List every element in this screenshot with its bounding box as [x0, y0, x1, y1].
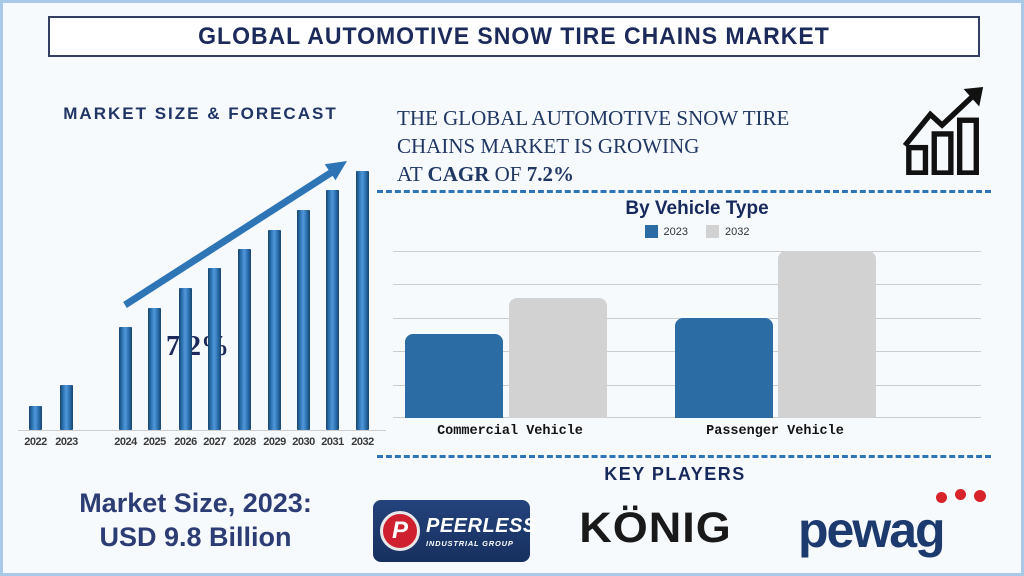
- legend-swatch-icon: [706, 225, 719, 238]
- market-size-line1: Market Size, 2023:: [79, 488, 312, 518]
- growth-chart-icon: [902, 87, 984, 175]
- legend-swatch-icon: [644, 225, 658, 238]
- forecast-year-label: 2030: [292, 436, 315, 448]
- pewag-dot-icon: [955, 489, 966, 500]
- forecast-x-axis: [18, 430, 386, 431]
- peerless-logo: P PEERLESS INDUSTRIAL GROUP: [373, 500, 536, 562]
- growth-note-line3: AT CAGR OF 7.2%: [397, 162, 574, 186]
- growth-note: THE GLOBAL AUTOMOTIVE SNOW TIRE CHAINS M…: [397, 104, 877, 188]
- legend-item: 2032: [706, 225, 749, 238]
- trend-arrow-icon: [123, 161, 347, 308]
- forecast-bar-2023: [60, 385, 73, 430]
- vehicle-bar-2023-passenger-vehicle: [675, 318, 773, 418]
- dashed-divider-bottom: [377, 455, 991, 458]
- market-size-callout: Market Size, 2023: USD 9.8 Billion: [18, 486, 373, 554]
- forecast-bar-2022: [29, 406, 42, 430]
- forecast-bar-2029: [268, 230, 281, 430]
- forecast-year-label: 2026: [174, 436, 197, 448]
- gridline: [393, 251, 981, 252]
- growth-note-line2: CHAINS MARKET IS GROWING: [397, 134, 700, 158]
- forecast-year-label: 2029: [263, 436, 286, 448]
- forecast-bar-2026: [179, 288, 192, 430]
- legend-label: 2032: [725, 225, 750, 238]
- forecast-year-label: 2031: [321, 436, 344, 448]
- pewag-dot-icon: [936, 492, 947, 503]
- gridline: [393, 284, 981, 285]
- vehicle-bar-2032-commercial-vehicle: [509, 298, 607, 418]
- peerless-subtitle: INDUSTRIAL GROUP: [426, 538, 514, 548]
- vehicle-bar-2023-commercial-vehicle: [405, 334, 503, 418]
- page-title: GLOBAL AUTOMOTIVE SNOW TIRE CHAINS MARKE…: [198, 22, 830, 50]
- forecast-bar-2028: [238, 249, 251, 430]
- forecast-year-label: 2024: [114, 436, 137, 448]
- forecast-bar-2024: [119, 327, 132, 430]
- cagr-value: 7.2%: [526, 162, 574, 186]
- vehicle-category-label: Passenger Vehicle: [706, 424, 844, 439]
- legend-label: 2023: [663, 225, 688, 238]
- vehicle-category-labels: Commercial Vehicle Passenger Vehicle: [393, 424, 981, 444]
- vehicle-bar-2032-passenger-vehicle: [778, 251, 876, 418]
- pewag-wordmark: pewag: [798, 502, 946, 558]
- market-size-line2: USD 9.8 Billion: [99, 522, 292, 552]
- vehicle-chart-title: By Vehicle Type: [625, 198, 769, 219]
- peerless-name: PEERLESS: [426, 514, 537, 537]
- forecast-bar-2030: [297, 210, 310, 430]
- dashed-divider-top: [377, 190, 991, 193]
- forecast-bar-2031: [326, 190, 339, 430]
- pewag-dot-icon: [974, 490, 986, 502]
- forecast-year-label: 2028: [233, 436, 256, 448]
- title-banner: GLOBAL AUTOMOTIVE SNOW TIRE CHAINS MARKE…: [48, 16, 980, 57]
- forecast-year-label: 2023: [55, 436, 78, 448]
- key-players-heading: KEY PLAYERS: [604, 464, 746, 484]
- market-size-forecast-chart: 7.2% 2022 2023 2024 2025 2026 2027 2028 2029 203…: [13, 153, 388, 448]
- forecast-year-label: 2022: [24, 436, 47, 448]
- forecast-bar-2025: [148, 308, 161, 430]
- forecast-year-label: 2025: [143, 436, 166, 448]
- peerless-wordmark: PEERLESS INDUSTRIAL GROUP: [426, 515, 537, 548]
- legend-item: 2023: [644, 225, 688, 238]
- forecast-bar-2027: [208, 268, 221, 430]
- vehicle-type-chart: [393, 249, 981, 418]
- growth-note-line1: THE GLOBAL AUTOMOTIVE SNOW TIRE: [397, 106, 790, 130]
- vehicle-category-label: Commercial Vehicle: [437, 424, 583, 439]
- forecast-heading: MARKET SIZE & FORECAST: [63, 104, 338, 123]
- vehicle-chart-legend: 2023 2032: [383, 225, 1011, 238]
- forecast-bar-2032: [356, 171, 369, 430]
- cagr-term: CAGR: [427, 162, 490, 186]
- pewag-logo: pewag: [798, 489, 1013, 564]
- forecast-year-label: 2032: [351, 436, 374, 448]
- forecast-year-label: 2027: [203, 436, 226, 448]
- konig-logo: KÖNIG: [579, 503, 732, 552]
- peerless-emblem-icon: P: [380, 511, 420, 551]
